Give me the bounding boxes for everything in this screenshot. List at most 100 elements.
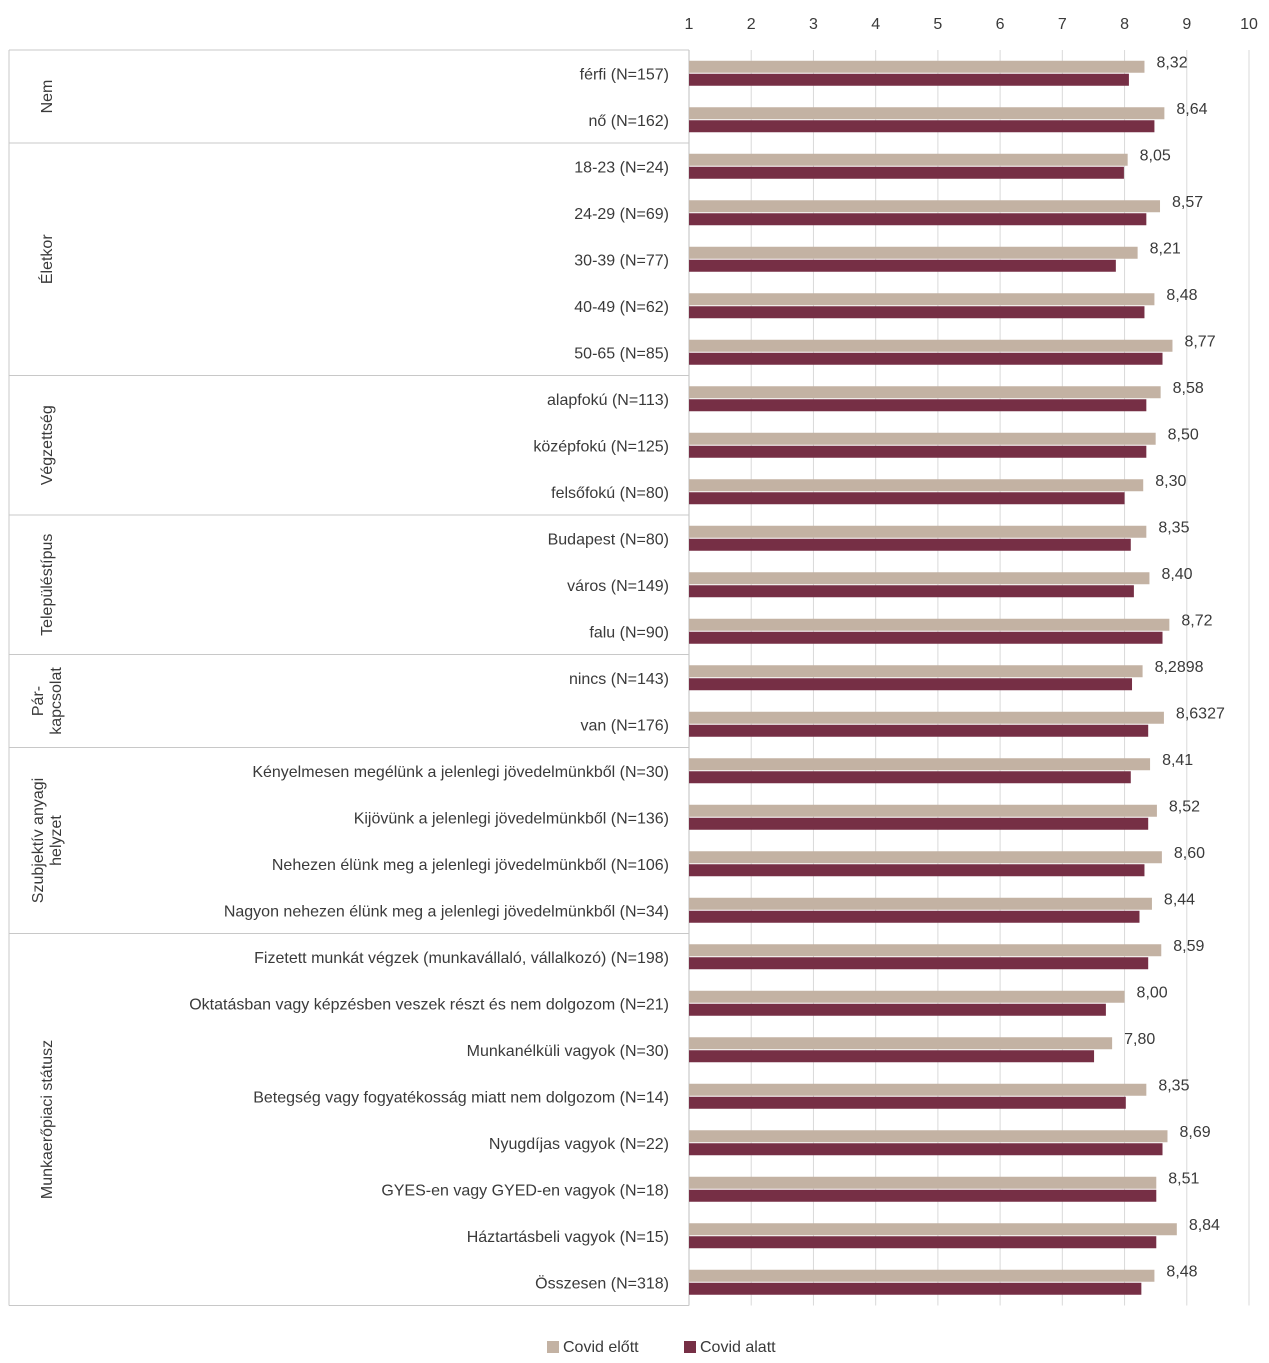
bar-covid-alatt: [689, 120, 1154, 132]
bar-covid-elott: [689, 1084, 1146, 1096]
category-label: Oktatásban vagy képzésben veszek részt é…: [189, 996, 669, 1013]
category-label: alapfokú (N=113): [547, 392, 669, 409]
category-label: falu (N=90): [589, 624, 669, 641]
category-label: nő (N=162): [589, 113, 670, 130]
category-label: Nehezen élünk meg a jelenlegi jövedelmün…: [272, 857, 669, 874]
data-label: 8,58: [1173, 380, 1204, 397]
x-tick-label: 2: [747, 16, 756, 33]
bar-covid-alatt: [689, 1236, 1156, 1248]
data-label: 8,48: [1166, 1263, 1197, 1280]
bar-covid-elott: [689, 61, 1144, 73]
group-label-line: Életkor: [37, 234, 56, 284]
data-label: 8,51: [1168, 1170, 1199, 1187]
data-label: 8,21: [1150, 240, 1181, 257]
group-label: Településtípus: [39, 534, 56, 636]
category-label: 40-49 (N=62): [574, 299, 669, 316]
bar-covid-elott: [689, 758, 1150, 770]
bar-covid-alatt: [689, 678, 1132, 690]
data-label: 8,84: [1189, 1217, 1220, 1234]
bar-covid-alatt: [689, 74, 1129, 86]
group-label-line: Pár-: [30, 686, 47, 716]
bar-covid-elott: [689, 665, 1143, 677]
bar-covid-alatt: [689, 399, 1146, 411]
category-label: középfokú (N=125): [533, 438, 669, 455]
category-label: Betegség vagy fogyatékosság miatt nem do…: [253, 1089, 669, 1106]
bar-covid-alatt: [689, 539, 1131, 551]
group-label-line: Munkaerőpiaci státusz: [39, 1040, 56, 1199]
bar-covid-alatt: [689, 167, 1124, 179]
category-label: Kijövünk a jelenlegi jövedelmünkből (N=1…: [354, 810, 669, 827]
group-label-line: Nem: [39, 80, 56, 114]
data-label: 8,00: [1137, 984, 1168, 1001]
bar-covid-elott: [689, 1270, 1154, 1282]
bar-covid-elott: [689, 712, 1164, 724]
data-label: 8,52: [1169, 798, 1200, 815]
group-label-line: Szubjektív anyagi: [30, 778, 47, 903]
group-label: Szubjektív anyagihelyzet: [30, 778, 65, 903]
group-label-line: Településtípus: [39, 534, 56, 636]
bar-covid-alatt: [689, 957, 1148, 969]
bar-covid-elott: [689, 944, 1161, 956]
data-label: 8,05: [1140, 147, 1171, 164]
data-label: 8,69: [1179, 1124, 1210, 1141]
category-label: 30-39 (N=77): [574, 252, 669, 269]
data-label: 8,77: [1184, 333, 1215, 350]
bar-covid-alatt: [689, 492, 1125, 504]
bar-covid-elott: [689, 1037, 1112, 1049]
bar-covid-alatt: [689, 632, 1163, 644]
bar-covid-alatt: [689, 1004, 1106, 1016]
data-label: 8,72: [1181, 612, 1212, 629]
data-label: 8,35: [1158, 1077, 1189, 1094]
group-label: Végzettség: [39, 405, 56, 485]
data-label: 7,80: [1124, 1031, 1155, 1048]
bar-covid-elott: [689, 200, 1160, 212]
bar-covid-elott: [689, 1177, 1156, 1189]
x-tick-label: 10: [1240, 16, 1258, 33]
bar-covid-alatt: [689, 818, 1148, 830]
x-tick-label: 7: [1058, 16, 1067, 33]
group-label: Munkaerőpiaci státusz: [39, 1040, 56, 1199]
bar-covid-elott: [689, 247, 1138, 259]
bar-covid-elott: [689, 386, 1161, 398]
data-label: 8,44: [1164, 891, 1195, 908]
bar-covid-elott: [689, 1223, 1177, 1235]
bar-covid-elott: [689, 479, 1143, 491]
data-label: 8,50: [1168, 426, 1199, 443]
x-tick-label: 1: [685, 16, 694, 33]
bar-covid-elott: [689, 154, 1128, 166]
bar-covid-alatt: [689, 353, 1163, 365]
bar-covid-elott: [689, 619, 1169, 631]
bar-covid-elott: [689, 107, 1164, 119]
data-label: 8,30: [1155, 473, 1186, 490]
data-label: 8,32: [1156, 54, 1187, 71]
bar-covid-elott: [689, 805, 1157, 817]
x-tick-label: 9: [1182, 16, 1191, 33]
bar-covid-alatt: [689, 1050, 1094, 1062]
category-label: Nagyon nehezen élünk meg a jelenlegi jöv…: [224, 903, 669, 920]
category-label: város (N=149): [567, 578, 669, 595]
x-tick-label: 5: [933, 16, 942, 33]
category-label: Nyugdíjas vagyok (N=22): [489, 1136, 669, 1153]
category-label: Budapest (N=80): [548, 531, 669, 548]
bar-covid-alatt: [689, 725, 1148, 737]
bar-covid-elott: [689, 572, 1149, 584]
data-label: 8,2898: [1155, 659, 1204, 676]
x-tick-label: 4: [871, 16, 880, 33]
category-label: Fizetett munkát végzek (munkavállaló, vá…: [254, 950, 669, 967]
bar-covid-alatt: [689, 771, 1131, 783]
legend-swatch: [684, 1341, 696, 1353]
category-label: Kényelmesen megélünk a jelenlegi jövedel…: [252, 764, 669, 781]
x-tick-label: 6: [996, 16, 1005, 33]
group-label-line: helyzet: [48, 815, 65, 866]
data-label: 8,6327: [1176, 705, 1225, 722]
data-label: 8,59: [1173, 938, 1204, 955]
legend-label: Covid előtt: [563, 1339, 639, 1356]
data-label: 8,48: [1166, 287, 1197, 304]
legend-swatch: [547, 1341, 559, 1353]
group-label-line: Végzettség: [39, 405, 56, 485]
group-label: Pár-kapcsolat: [30, 667, 65, 735]
bar-covid-elott: [689, 1130, 1167, 1142]
bar-covid-elott: [689, 991, 1125, 1003]
category-label: 50-65 (N=85): [574, 345, 669, 362]
